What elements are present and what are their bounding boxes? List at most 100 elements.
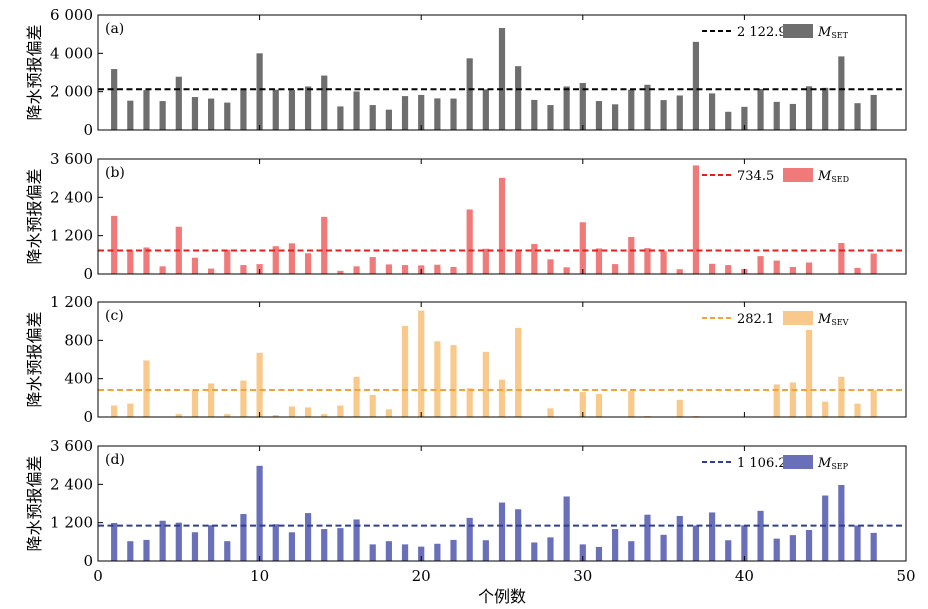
legend-series-label: MSET xyxy=(817,25,849,40)
y-tick-label: 2 400 xyxy=(50,188,93,206)
bar xyxy=(708,512,716,561)
y-tick-label: 6 000 xyxy=(50,6,93,24)
y-tick-label: 0 xyxy=(83,121,93,139)
bar xyxy=(773,260,780,274)
bar xyxy=(482,540,489,561)
bar xyxy=(628,391,635,418)
legend-series-label: MSEV xyxy=(817,312,849,327)
panel-d: 0 1 200 2 400 3 600 0 10 20 30 40 50 降水预报偏差 (d) 1 10… xyxy=(25,437,916,606)
x-tick-label: 0 xyxy=(93,567,103,585)
bar xyxy=(111,69,118,130)
bar xyxy=(466,58,473,130)
bar xyxy=(628,89,635,130)
plot-frame xyxy=(97,14,907,131)
bar xyxy=(773,384,780,417)
bar xyxy=(708,263,716,274)
bar xyxy=(660,100,667,130)
legend-bar-swatch xyxy=(783,24,813,38)
bar xyxy=(692,41,700,130)
bar xyxy=(450,345,457,418)
bar xyxy=(143,360,150,417)
bar xyxy=(321,414,328,418)
bar xyxy=(805,329,813,417)
bar xyxy=(757,256,764,274)
legend-series-subscript: SET xyxy=(831,31,848,40)
x-tick-label: 10 xyxy=(250,567,269,585)
bar xyxy=(789,382,796,417)
bar xyxy=(660,534,667,561)
bar xyxy=(224,414,231,418)
bar xyxy=(434,264,441,274)
bar xyxy=(805,86,813,130)
bar xyxy=(337,270,344,274)
bar xyxy=(418,94,425,130)
bar xyxy=(353,91,360,130)
bar xyxy=(256,53,263,130)
bar xyxy=(143,247,150,274)
y-tick-label: 1 200 xyxy=(50,227,93,245)
x-tick-label: 50 xyxy=(896,567,915,585)
bar xyxy=(612,529,619,561)
bar xyxy=(547,259,554,274)
bar xyxy=(563,86,570,130)
bar xyxy=(692,165,700,274)
x-tick-label: 40 xyxy=(735,567,754,585)
y-tick-label: 0 xyxy=(83,408,93,426)
bar xyxy=(805,530,813,561)
legend-bar-swatch xyxy=(783,311,813,325)
bar xyxy=(321,75,328,130)
bar xyxy=(628,541,635,561)
bar xyxy=(741,525,748,561)
bar xyxy=(272,89,279,130)
bar xyxy=(676,95,683,130)
bar xyxy=(127,251,134,274)
bar xyxy=(224,102,231,130)
bar xyxy=(353,266,360,274)
bar xyxy=(515,327,522,418)
bar xyxy=(773,101,780,130)
bar xyxy=(870,532,877,561)
bar xyxy=(531,542,538,561)
bar xyxy=(547,105,554,130)
bar xyxy=(385,409,392,417)
y-tick-label: 4 000 xyxy=(50,44,93,62)
bar xyxy=(466,388,473,417)
bar xyxy=(224,541,231,561)
bar xyxy=(127,100,134,130)
bar xyxy=(725,111,732,130)
legend-series-label: MSEP xyxy=(817,456,849,471)
legend-series-label: MSED xyxy=(817,169,849,184)
legend-mean-label: 734.5 xyxy=(737,169,774,184)
y-axis-label: 降水预报偏差 xyxy=(25,168,44,264)
bar xyxy=(208,98,215,130)
bar xyxy=(547,408,554,418)
legend-series-subscript: SEV xyxy=(831,318,848,327)
bar xyxy=(789,266,796,274)
bar xyxy=(708,93,716,130)
bar xyxy=(595,248,603,274)
bar xyxy=(369,257,376,274)
bar xyxy=(466,517,473,562)
bar xyxy=(676,269,683,274)
y-axis-label: 降水预报偏差 xyxy=(25,24,44,120)
bar xyxy=(595,546,603,561)
bar xyxy=(822,401,829,417)
bar xyxy=(143,90,150,130)
bar xyxy=(563,267,570,274)
y-tick-label: 0 xyxy=(83,265,93,283)
bar xyxy=(450,266,457,274)
bar xyxy=(579,392,586,417)
bar xyxy=(191,257,199,274)
y-tick-label: 1 200 xyxy=(50,514,93,532)
bar xyxy=(482,89,489,130)
bar xyxy=(757,88,764,130)
bar xyxy=(175,76,182,130)
y-axis-label: 降水预报偏差 xyxy=(25,455,44,551)
bar xyxy=(644,84,651,130)
bar xyxy=(838,56,845,130)
bar xyxy=(676,399,683,417)
legend-mean-label: 2 122.9 xyxy=(737,25,787,40)
bar xyxy=(838,484,845,561)
plot-frame xyxy=(97,445,907,562)
